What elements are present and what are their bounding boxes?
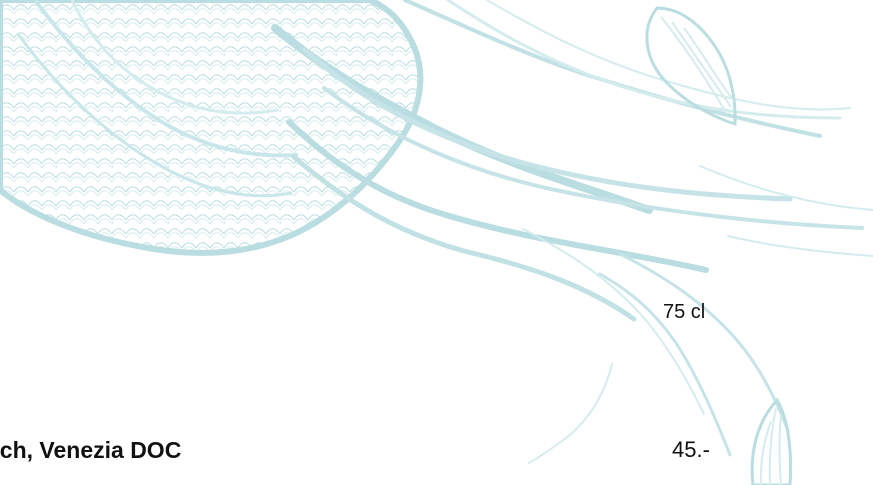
- wine-name: ech, Venezia DOC: [0, 437, 182, 463]
- bottle-volume: 75 cl: [663, 301, 706, 323]
- wine-price: 45.-: [672, 437, 710, 462]
